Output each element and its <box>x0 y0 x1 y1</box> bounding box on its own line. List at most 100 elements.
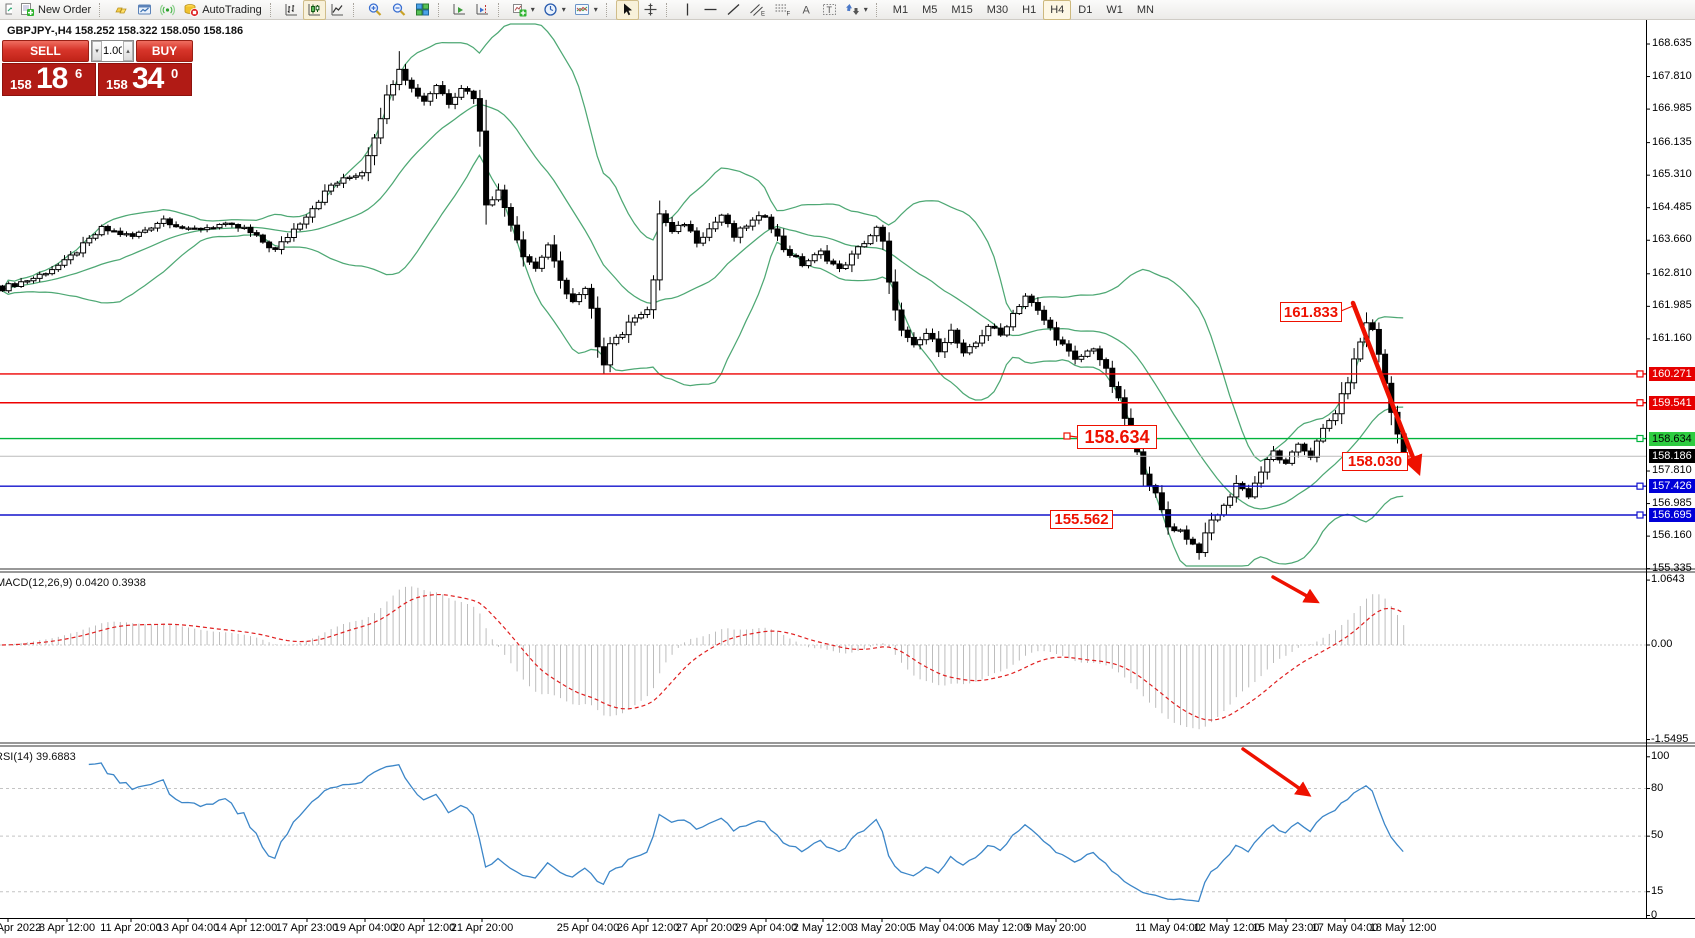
annotation-price-label[interactable]: 158.030 <box>1342 452 1408 471</box>
signals-button[interactable] <box>156 0 179 20</box>
candle-body <box>811 254 818 262</box>
tile-windows-button[interactable] <box>411 0 434 20</box>
candle-body <box>929 332 936 340</box>
annotation-price-label[interactable]: 161.833 <box>1280 302 1342 322</box>
annotation-price-label[interactable]: 158.634 <box>1077 425 1157 449</box>
timeframe-button-m1[interactable]: M1 <box>892 3 909 16</box>
autotrading-button[interactable]: AutoTrading <box>179 0 266 20</box>
candle-body <box>979 335 986 344</box>
vertical-line-button[interactable] <box>676 0 699 20</box>
horizontal-line-button[interactable] <box>699 0 722 20</box>
text-label-button[interactable]: T <box>818 0 841 20</box>
bar-chart-icon <box>284 2 299 17</box>
candle-body <box>414 87 421 97</box>
trend-arrow[interactable] <box>1350 300 1423 476</box>
crosshair-button[interactable] <box>639 0 662 20</box>
sell-price-big: 18 <box>36 62 68 95</box>
level-line-handle[interactable] <box>1636 482 1644 490</box>
candle-body <box>5 283 12 292</box>
equidistant-channel-button[interactable]: E <box>745 0 770 20</box>
level-line-handle[interactable] <box>1636 370 1644 378</box>
buy-price-display[interactable]: 158 34 0 <box>98 62 192 96</box>
candle-body <box>278 241 285 250</box>
vertical-line-icon <box>680 2 695 17</box>
candle-body <box>352 175 359 178</box>
volume-input[interactable] <box>102 41 123 61</box>
bollinger-band-line[interactable] <box>1 103 1404 510</box>
cursor-button[interactable] <box>615 0 639 20</box>
level-line-handle[interactable] <box>1636 511 1644 519</box>
candle-body <box>824 250 831 262</box>
gold-button[interactable] <box>109 0 133 20</box>
timeframe-button-d1[interactable]: D1 <box>1078 3 1093 16</box>
candle-body <box>873 226 880 237</box>
candle-body <box>799 256 806 267</box>
level-line-handle[interactable] <box>1636 399 1644 407</box>
svg-text:F: F <box>786 12 790 18</box>
new-chart-button[interactable] <box>1 0 16 20</box>
candle-body <box>1289 451 1296 464</box>
timeframe-button-m30[interactable]: M30 <box>986 3 1009 16</box>
volume-decrease-button[interactable]: ▾ <box>92 41 102 61</box>
candle-body <box>241 226 248 230</box>
candle-body <box>935 338 942 353</box>
timeframe-button-m5[interactable]: M5 <box>922 3 938 16</box>
arrows-icon <box>845 2 860 17</box>
candle-body <box>1375 328 1382 355</box>
trend-arrow[interactable] <box>1271 575 1320 604</box>
market-watch-button[interactable] <box>133 0 156 20</box>
text-button[interactable]: A <box>795 0 818 20</box>
bar-chart-button[interactable] <box>280 0 303 20</box>
indicators-button[interactable]: ▾ <box>508 0 539 20</box>
level-line-handle[interactable] <box>1636 434 1644 443</box>
periods-button[interactable]: ▾ <box>539 0 570 20</box>
bollinger-band-line[interactable] <box>1 23 1404 462</box>
toolbar-button-label: AutoTrading <box>202 3 262 16</box>
timeframe-button-h4[interactable]: H4 <box>1043 0 1072 20</box>
arrows-button[interactable]: ▾ <box>841 0 872 20</box>
timeframe-button-mn[interactable]: MN <box>1136 3 1154 16</box>
toolbar-separator <box>437 2 445 17</box>
zoom-out-icon <box>391 2 407 17</box>
candle-body <box>1270 450 1277 461</box>
sell-price-display[interactable]: 158 18 6 <box>2 62 96 96</box>
annotation-price-label[interactable]: 155.562 <box>1050 510 1113 529</box>
candle-body <box>1010 313 1017 328</box>
tile-windows-icon <box>415 2 430 17</box>
auto-scroll-button[interactable] <box>448 0 471 20</box>
volume-increase-button[interactable]: ▴ <box>123 41 133 61</box>
candle-body <box>743 225 750 229</box>
candle-body <box>439 85 446 95</box>
zoom-in-button[interactable] <box>363 0 387 20</box>
candle-body <box>49 269 56 275</box>
timeframe-button-w1[interactable]: W1 <box>1106 3 1123 16</box>
chart-shift-button[interactable] <box>471 0 494 20</box>
candle-body <box>1140 451 1147 475</box>
candle-body <box>135 231 142 237</box>
buy-button[interactable]: BUY <box>136 40 193 62</box>
chart-shift-icon <box>475 2 490 17</box>
candle-body <box>24 280 31 283</box>
candle-body <box>972 342 979 348</box>
templates-button[interactable]: ▾ <box>570 0 602 20</box>
trend-arrow[interactable] <box>1241 747 1312 797</box>
annotation-anchor-square[interactable] <box>1063 432 1071 440</box>
new-order-button[interactable]: New Order <box>16 0 95 20</box>
timeframe-button-h1[interactable]: H1 <box>1022 3 1037 16</box>
candle-body <box>879 226 886 242</box>
timeframe-button-m15[interactable]: M15 <box>951 3 973 16</box>
candle-body <box>737 227 744 238</box>
candlestick-chart-button[interactable] <box>302 0 326 20</box>
trendline-button[interactable] <box>722 0 745 20</box>
fibonacci-button[interactable]: F <box>770 0 795 20</box>
candle-body <box>402 68 409 81</box>
templates-icon <box>574 2 590 17</box>
line-chart-button[interactable] <box>326 0 349 20</box>
candle-body <box>197 227 204 231</box>
candle-body <box>489 199 496 206</box>
zoom-out-button[interactable] <box>387 0 411 20</box>
sell-button[interactable]: SELL <box>2 40 89 62</box>
candle-body <box>1072 350 1079 360</box>
bollinger-band-line[interactable] <box>1 154 1404 567</box>
